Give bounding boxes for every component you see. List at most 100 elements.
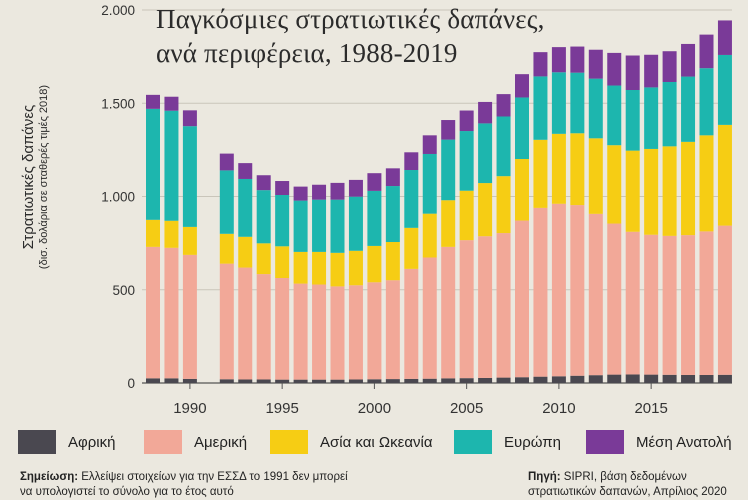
- bar-segment: [256, 379, 271, 383]
- x-tick-label: 2005: [450, 400, 483, 417]
- bar-segment: [348, 179, 363, 197]
- bar-segment: [348, 250, 363, 286]
- bar-segment: [607, 374, 622, 383]
- bar-segment: [385, 280, 400, 380]
- bar-segment: [699, 34, 714, 69]
- bar-segment: [275, 195, 290, 247]
- note-text: Ελλείψει στοιχείων για την ΕΣΣΔ το 1991 …: [20, 471, 348, 498]
- bar-segment: [146, 378, 160, 383]
- bar-segment: [717, 54, 732, 125]
- bar-segment: [717, 225, 732, 375]
- bar-segment: [570, 205, 585, 376]
- bar-segment: [625, 231, 640, 375]
- bar-segment: [681, 43, 696, 77]
- bar-segment: [662, 81, 677, 147]
- bar-segment: [330, 252, 345, 287]
- bar-segment: [367, 245, 382, 283]
- legend-label-middle-east: Μέση Ανατολή: [636, 433, 732, 451]
- bar-segment: [367, 379, 382, 383]
- bar-segment: [330, 286, 345, 380]
- bar-segment: [644, 54, 659, 88]
- bar-segment: [717, 124, 732, 226]
- bar-segment: [164, 110, 179, 221]
- y-tick-label: 1.500: [101, 96, 135, 111]
- chart-note: Σημείωση: Ελλείψει στοιχείων για την ΕΣΣ…: [20, 470, 350, 500]
- bar-segment: [515, 74, 529, 98]
- bar-segment: [441, 120, 456, 140]
- bar-segment: [238, 178, 253, 237]
- bar-segment: [478, 123, 493, 184]
- bar-segment: [441, 200, 456, 247]
- bar-segment: [348, 196, 363, 251]
- bar-segment: [496, 94, 511, 117]
- bar-segment: [293, 200, 308, 252]
- bar-segment: [441, 246, 456, 379]
- bar-segment: [588, 78, 603, 139]
- bar-segment: [404, 268, 419, 379]
- bar-segment: [385, 168, 400, 187]
- y-axis-label: Στρατιωτικές δαπάνες (δισ. δολάρια σε στ…: [20, 72, 50, 282]
- bar-segment: [293, 379, 308, 383]
- bar-segment: [607, 85, 622, 146]
- bar-segment: [164, 378, 179, 383]
- bar-segment: [699, 68, 714, 136]
- legend-item-asia-oceania: Ασία και Ωκεανία: [270, 428, 433, 456]
- bar-segment: [588, 375, 603, 383]
- bar-segment: [588, 49, 603, 79]
- bar-segment: [256, 243, 271, 275]
- bar-segment: [607, 52, 622, 86]
- bar-segment: [570, 72, 585, 134]
- bar-segment: [146, 246, 160, 379]
- x-tick-label: 2000: [358, 400, 391, 417]
- bar-segment: [515, 377, 529, 383]
- bar-segment: [515, 97, 529, 160]
- bar-segment: [478, 183, 493, 237]
- bar-segment: [699, 374, 714, 383]
- bar-segment: [717, 20, 732, 55]
- bar-segment: [164, 220, 179, 248]
- legend-swatch-africa: [18, 430, 56, 454]
- bar-segment: [662, 146, 677, 236]
- legend-swatch-america: [144, 430, 182, 454]
- bar-segment: [146, 219, 160, 247]
- bar-segment: [182, 226, 197, 255]
- bar-segment: [496, 176, 511, 234]
- bar-segment: [607, 223, 622, 375]
- legend-item-middle-east: Μέση Ανατολή: [586, 428, 732, 456]
- bar-segment: [219, 263, 234, 380]
- bar-segment: [367, 190, 382, 246]
- x-tick-label: 2010: [542, 400, 575, 417]
- bar-segment: [275, 181, 290, 196]
- bar-segment: [441, 139, 456, 201]
- bar-segment: [681, 76, 696, 142]
- bar-segment: [367, 282, 382, 380]
- x-tick-label: 1995: [265, 400, 298, 417]
- bar-segment: [681, 374, 696, 383]
- bar-segment: [312, 379, 327, 383]
- bar-segment: [496, 233, 511, 378]
- bar-segment: [644, 234, 659, 375]
- bar-segment: [256, 274, 271, 380]
- bar-segment: [588, 138, 603, 214]
- bar-segment: [293, 186, 308, 201]
- bar-segment: [182, 378, 197, 383]
- bar-segment: [533, 207, 548, 377]
- bar-segment: [551, 47, 566, 73]
- bar-segment: [275, 246, 290, 279]
- axes: 0 500 1.000 1.500 2.000 1990 1995 2000 2005 2010 2…: [101, 3, 668, 417]
- legend-label-africa: Αφρική: [68, 433, 116, 451]
- bar-segment: [625, 90, 640, 151]
- bar-segment: [459, 131, 474, 191]
- y-axis-label-sub: (δισ. δολάρια σε σταθερές τιμές 2018): [38, 84, 50, 270]
- bar-segment: [625, 150, 640, 232]
- bar-segment: [625, 374, 640, 383]
- bar-segment: [219, 153, 234, 171]
- bars: [146, 20, 732, 383]
- bar-segment: [385, 379, 400, 383]
- bar-segment: [182, 126, 197, 227]
- bar-segment: [515, 220, 529, 378]
- bar-segment: [478, 377, 493, 383]
- bar-segment: [551, 133, 566, 204]
